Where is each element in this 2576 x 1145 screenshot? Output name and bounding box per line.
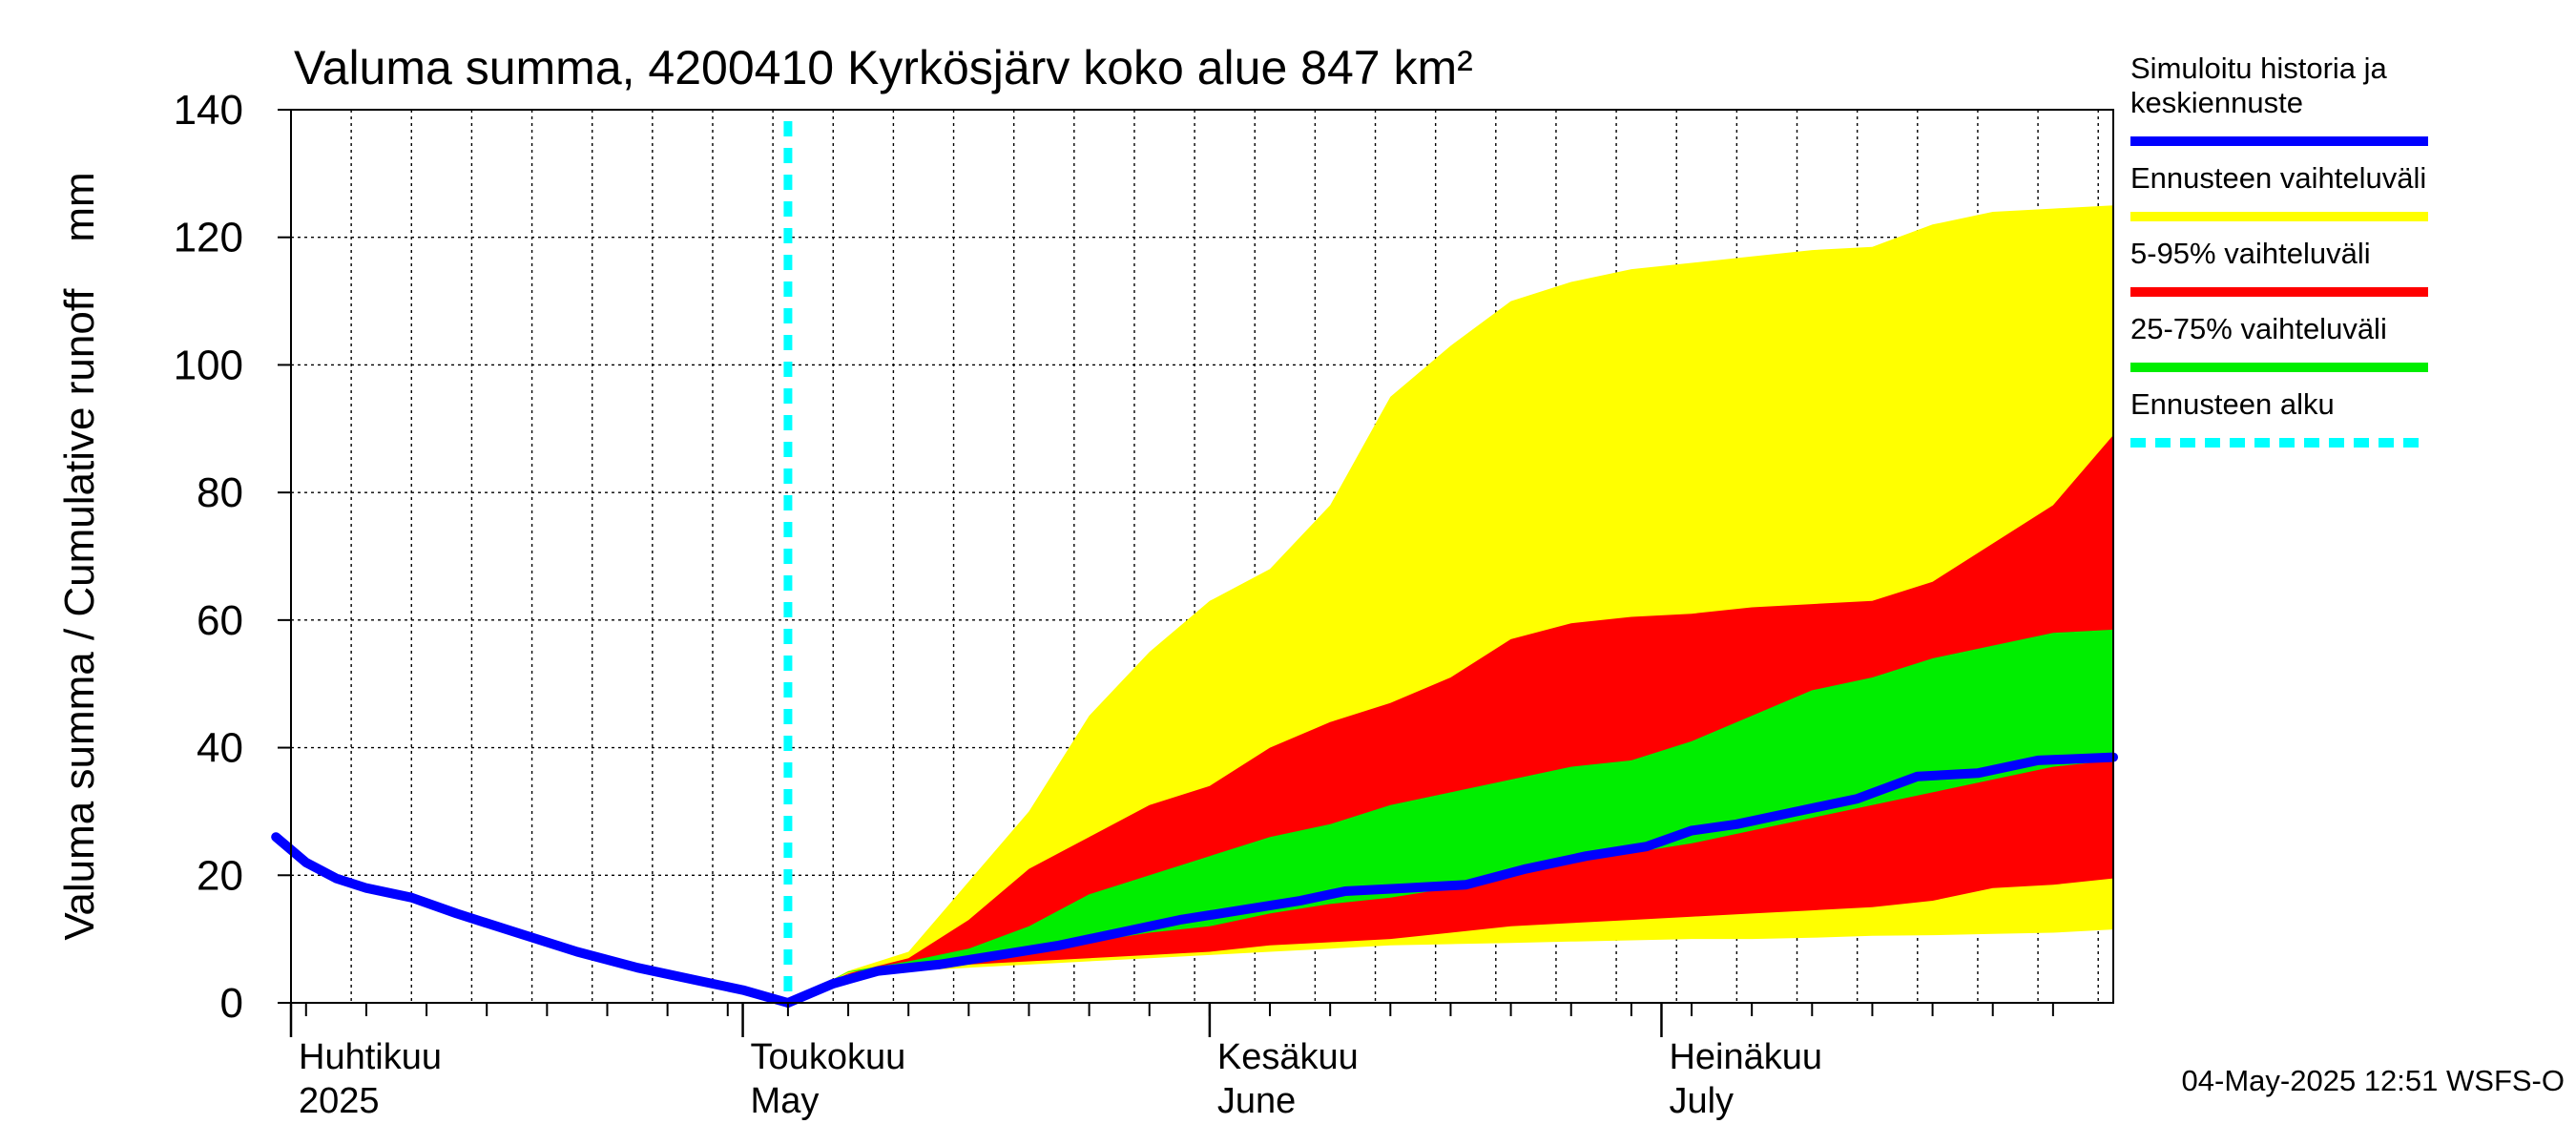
legend-label: Simuloitu historia ja <box>2130 52 2388 85</box>
band-25-75 <box>787 629 2113 1003</box>
y-tick-label: 100 <box>174 342 243 388</box>
series-line-median_forecast <box>782 752 2118 1008</box>
y-axis-label: Valuma summa / Cumulative runoff mm <box>56 172 103 940</box>
legend-label: Ennusteen vaihteluväli <box>2130 161 2426 195</box>
legend-label: keskiennuste <box>2130 86 2303 119</box>
legend-label: 25-75% vaihteluväli <box>2130 312 2387 345</box>
legend-item-forecast_start: Ennusteen alku <box>2130 387 2428 448</box>
y-tick-label: 140 <box>174 87 243 134</box>
lines-layer <box>271 121 2118 1008</box>
x-month-sublabel: 2025 <box>299 1081 380 1121</box>
legend-item-p25_75: 25-75% vaihteluväli <box>2130 312 2428 372</box>
x-month-sublabel: July <box>1669 1081 1734 1121</box>
legend-item-full_range: Ennusteen vaihteluväli <box>2130 161 2428 221</box>
legend-item-p5_95: 5-95% vaihteluväli <box>2130 237 2428 297</box>
y-tick-label: 20 <box>197 852 243 899</box>
y-tick-label: 40 <box>197 725 243 772</box>
x-month-label: Kesäkuu <box>1217 1037 1359 1077</box>
legend-label: 5-95% vaihteluväli <box>2130 237 2371 270</box>
x-month-sublabel: June <box>1217 1081 1296 1121</box>
y-tick-label: 0 <box>220 980 243 1027</box>
chart-title: Valuma summa, 4200410 Kyrkösjärv koko al… <box>294 41 1473 94</box>
footer-timestamp: 04-May-2025 12:51 WSFS-O <box>2182 1064 2565 1097</box>
legend-label: Ennusteen alku <box>2130 387 2335 421</box>
y-tick-label: 80 <box>197 469 243 516</box>
series-line-history <box>271 832 793 1008</box>
bands-layer <box>787 205 2113 1004</box>
band-5-95 <box>787 435 2113 1003</box>
x-month-sublabel: May <box>751 1081 820 1121</box>
y-tick-label: 60 <box>197 597 243 644</box>
x-month-label: Heinäkuu <box>1669 1037 1822 1077</box>
x-month-label: Huhtikuu <box>299 1037 442 1077</box>
y-tick-label: 120 <box>174 215 243 261</box>
x-month-label: Toukokuu <box>751 1037 906 1077</box>
plot-frame <box>290 109 2114 1004</box>
